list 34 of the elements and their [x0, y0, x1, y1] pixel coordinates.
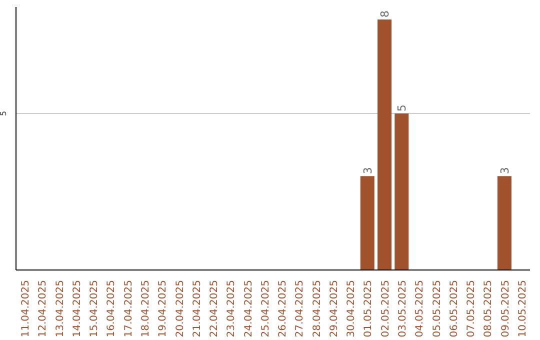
data-label: 8 [378, 10, 392, 18]
x-tick-label: 23.04.2025 [226, 280, 238, 338]
x-tick-label: 03.05.2025 [398, 280, 408, 338]
x-tick-label: 09.05.2025 [500, 280, 512, 338]
x-tick-label: 20.04.2025 [174, 280, 186, 338]
x-tick-label: 27.04.2025 [294, 280, 306, 338]
x-tick-label: 15.04.2025 [89, 280, 100, 338]
x-tick-label: 13.04.2025 [54, 280, 66, 338]
x-tick-label: 24.04.2025 [243, 280, 254, 338]
x-tick-label: 01.05.2025 [363, 280, 374, 338]
x-tick-label: 22.04.2025 [209, 280, 220, 338]
x-tick-label: 25.04.2025 [260, 280, 272, 338]
x-tick-label: 30.04.2025 [346, 280, 358, 338]
x-tick-label: 18.04.2025 [140, 280, 152, 338]
x-tick-label: 08.05.2025 [483, 280, 494, 338]
x-tick-label: 12.04.2025 [38, 280, 49, 338]
x-tick-label: 06.05.2025 [448, 280, 460, 338]
data-label: 5 [396, 104, 409, 112]
x-tick-label: 11.04.2025 [20, 280, 32, 338]
x-tick-label: 07.05.2025 [466, 280, 478, 338]
x-tick-label: 02.05.2025 [380, 280, 392, 338]
x-tick-label: 10.05.2025 [517, 280, 528, 338]
x-tick-label: 04.05.2025 [414, 280, 426, 338]
x-tick-label: 26.04.2025 [278, 280, 289, 338]
x-tick-label: 21.04.2025 [192, 280, 203, 338]
x-tick-label: 17.04.2025 [123, 280, 134, 338]
data-label: 3 [498, 167, 512, 174]
x-tick-label: 28.04.2025 [312, 280, 323, 338]
data-label: 3 [361, 167, 374, 174]
x-tick-label: 29.04.2025 [328, 280, 340, 338]
x-tick-label: 19.04.2025 [158, 280, 169, 338]
x-tick-label: 16.04.2025 [106, 280, 118, 338]
x-tick-label: 05.05.2025 [432, 280, 443, 338]
x-tick-label: 14.04.2025 [72, 280, 83, 338]
